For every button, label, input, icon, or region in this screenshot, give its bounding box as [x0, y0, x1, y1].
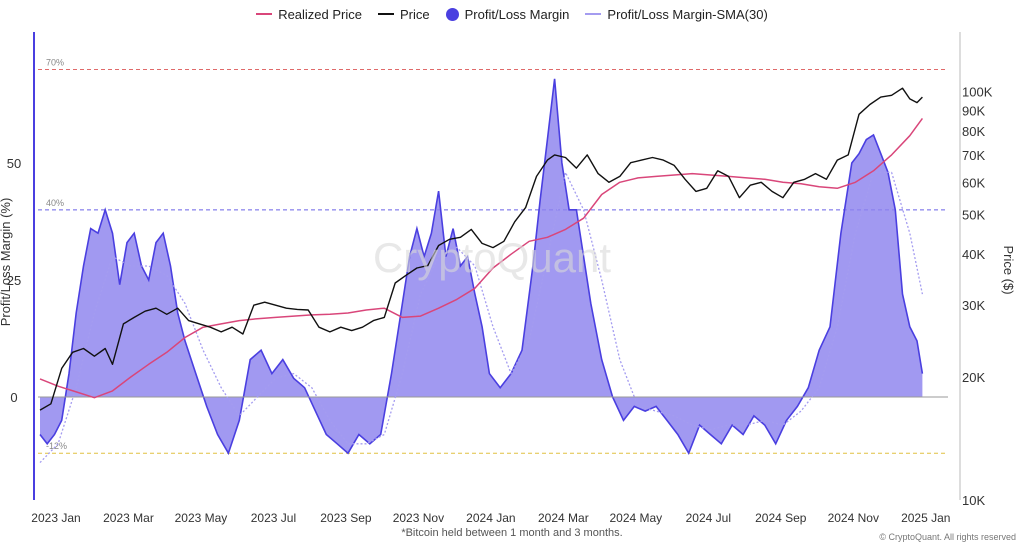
legend-label: Profit/Loss Margin [464, 6, 570, 22]
x-tick-label: 2024 Mar [538, 511, 589, 525]
reference-line-label: 40% [46, 198, 64, 208]
legend-item-profit-loss-margin-sma[interactable]: Profit/Loss Margin-SMA(30) [585, 6, 768, 22]
x-tick-label: 2025 Jan [901, 511, 950, 525]
footnote: *Bitcoin held between 1 month and 3 mont… [401, 527, 622, 539]
legend-item-price[interactable]: Price [378, 7, 430, 22]
right-tick-label: 90K [962, 103, 985, 118]
legend-label: Price [400, 6, 430, 22]
left-tick-label: 0 [10, 390, 17, 405]
right-tick-label: 70K [962, 148, 985, 163]
x-tick-label: 2023 May [175, 511, 228, 525]
legend-label: Profit/Loss Margin-SMA(30) [607, 6, 768, 22]
x-tick-label: 2023 Jul [251, 511, 296, 525]
x-tick-label: 2024 Jul [686, 511, 731, 525]
profit-loss-margin-sma-line [39, 171, 924, 464]
profit-loss-margin-area [40, 78, 923, 454]
profit-loss-margin-swatch-icon [445, 7, 459, 21]
right-tick-label: 100K [962, 85, 993, 100]
right-tick-label: 80K [962, 124, 985, 139]
profit-loss-margin-line [39, 78, 924, 456]
x-tick-label: 2024 Nov [828, 511, 879, 525]
profit-loss-margin-sma-swatch-icon [585, 13, 602, 15]
right-tick-label: 60K [962, 175, 985, 190]
x-tick-label: 2024 Jan [466, 511, 515, 525]
right-tick-label: 20K [962, 370, 985, 385]
price-line [39, 87, 923, 411]
reference-line-label: 70% [46, 57, 64, 67]
x-tick-label: 2023 Sep [320, 511, 372, 525]
legend-item-profit-loss-margin[interactable]: Profit/Loss Margin [445, 6, 570, 22]
x-tick-label: 2023 Jan [31, 511, 80, 525]
price-swatch-icon [378, 13, 395, 15]
right-tick-label: 30K [962, 298, 985, 313]
legend-label: Realized Price [278, 6, 363, 22]
left-axis-title: Profit/Loss Margin (%) [0, 198, 13, 327]
left-tick-label: 50 [7, 156, 21, 171]
left-tick-label: 25 [7, 273, 21, 288]
x-tick-label: 2024 May [609, 511, 662, 525]
chart-legend: Realized Price Price Profit/Loss Margin … [0, 4, 1024, 24]
x-tick-label: 2024 Sep [755, 511, 807, 525]
x-tick-label: 2023 Nov [393, 511, 444, 525]
legend-item-realized-price[interactable]: Realized Price [256, 7, 362, 22]
x-tick-label: 2023 Mar [103, 511, 154, 525]
realized-price-swatch-icon [256, 13, 273, 15]
reference-line-label: -12% [46, 441, 67, 451]
realized-price-line [39, 117, 924, 399]
right-tick-label: 40K [962, 247, 985, 262]
right-tick-label: 50K [962, 208, 985, 223]
copyright: © CryptoQuant. All rights reserved [879, 532, 1016, 542]
watermark-text: CryptoQuant [373, 234, 611, 281]
right-tick-label: 10K [962, 493, 985, 508]
right-axis-title: Price ($) [1001, 245, 1016, 294]
